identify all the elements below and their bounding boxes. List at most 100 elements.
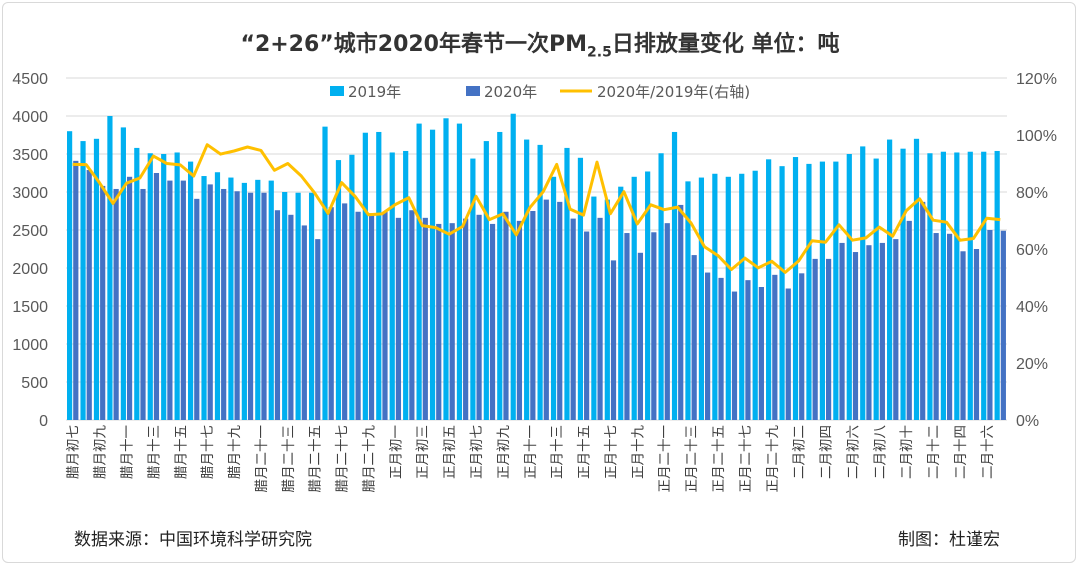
bar-2019 [618, 186, 624, 420]
bar-2020 [758, 287, 764, 420]
bar-2020 [570, 218, 576, 420]
x-tick-label: 腊月二十七 [335, 425, 351, 493]
bar-2020 [247, 192, 254, 420]
bar-2019 [739, 173, 745, 420]
bar-2020 [382, 211, 388, 420]
bar-2019 [913, 138, 920, 421]
x-tick-label: 腊月初七 [65, 425, 82, 479]
bar-2019 [792, 157, 799, 421]
bar-2020 [866, 245, 872, 420]
x-tick-label: 腊月十七 [200, 425, 216, 479]
y-tick-label: 4500 [12, 71, 48, 88]
bar-2020 [180, 180, 186, 420]
bar-2020 [664, 223, 670, 420]
bar-2020 [893, 239, 899, 420]
bar-2020 [86, 169, 92, 420]
bar-2019 [766, 159, 772, 420]
bar-2019 [591, 196, 597, 420]
x-tick-label: 二月初八 [871, 425, 888, 479]
y-tick-label: 1500 [12, 299, 48, 316]
author-note: 制图：杜谨宏 [898, 530, 1000, 550]
x-tick-label: 二月初十 [898, 425, 915, 479]
legend-label: 2019年 [348, 83, 401, 101]
bar-2020 [221, 188, 227, 420]
bar-2020 [463, 218, 469, 420]
y2-tick-label: 60% [1016, 242, 1048, 259]
bar-2019 [698, 177, 705, 420]
y-tick-label: 4000 [12, 109, 48, 126]
bar-2019 [174, 152, 180, 421]
bar-2019 [873, 158, 879, 420]
bar-2019 [524, 139, 530, 420]
y-tick-label: 500 [21, 375, 48, 392]
bar-2019 [67, 131, 73, 420]
x-tick-label: 腊月二十九 [361, 425, 377, 493]
bar-2019 [483, 141, 489, 420]
bar-2019 [806, 163, 812, 420]
bar-2019 [147, 153, 153, 421]
bar-2020 [705, 272, 711, 420]
bar-2019 [308, 192, 315, 420]
x-tick-label: 正月十九 [630, 425, 646, 479]
x-tick-label: 正月十三 [550, 425, 566, 479]
bar-2020 [772, 274, 778, 420]
bar-2020 [301, 225, 307, 420]
bar-2019 [577, 157, 584, 421]
bar-2020 [409, 210, 415, 420]
x-tick-label: 正月初七 [468, 425, 485, 479]
bar-2020 [126, 176, 133, 420]
bar-2020 [422, 217, 428, 420]
bar-2019 [981, 151, 987, 420]
bar-2019 [712, 173, 718, 420]
bar-2019 [685, 181, 691, 420]
bar-2019 [389, 152, 395, 421]
y-tick-label: 0 [39, 413, 48, 430]
bar-2019 [161, 154, 167, 420]
bar-2020 [946, 233, 953, 420]
bar-2020 [395, 217, 402, 420]
x-tick-label: 二月十四 [953, 425, 969, 479]
x-tick-label: 腊月二十五 [308, 425, 324, 493]
bar-2020 [597, 217, 603, 420]
bar-2019 [322, 126, 328, 420]
bar-2020 [812, 258, 818, 420]
x-tick-label: 正月二十九 [765, 425, 781, 493]
bar-2020 [718, 277, 724, 420]
bar-2020 [543, 199, 549, 420]
bar-2020 [826, 258, 832, 420]
bar-2019 [201, 176, 207, 420]
y2-tick-label: 120% [1016, 71, 1057, 88]
x-tick-label: 腊月二十一 [254, 425, 270, 493]
bar-2020 [624, 233, 630, 420]
bar-2020 [584, 231, 590, 420]
bar-2019 [134, 147, 140, 421]
bar-2020 [1000, 230, 1006, 420]
bar-2020 [637, 252, 643, 420]
x-tick-label: 正月十七 [603, 425, 619, 479]
bar-2019 [967, 151, 973, 420]
bar-2020 [355, 211, 361, 420]
bar-2020 [288, 214, 294, 420]
bar-2020 [100, 185, 106, 420]
bar-2019 [860, 146, 866, 420]
bar-2020 [140, 188, 146, 420]
x-tick-label: 腊月十五 [173, 425, 189, 479]
bar-2019 [645, 171, 651, 420]
x-tick-label: 二月初四 [818, 425, 835, 479]
bar-2020 [261, 192, 267, 420]
y-tick-label: 3500 [12, 147, 48, 164]
title-unit: 日排放量变化 单位：吨 [611, 32, 840, 57]
bar-2019 [631, 176, 637, 420]
bar-2020 [530, 211, 536, 420]
legend-swatch [330, 86, 344, 96]
bar-2020 [610, 260, 617, 420]
x-tick-label: 腊月十三 [146, 425, 162, 479]
bar-2019 [497, 131, 503, 420]
bar-2020 [516, 220, 523, 420]
bar-2020 [839, 242, 845, 420]
bar-2019 [349, 154, 355, 420]
legend-swatch [466, 86, 480, 96]
bar-2020 [973, 249, 980, 420]
bar-2019 [80, 141, 86, 420]
